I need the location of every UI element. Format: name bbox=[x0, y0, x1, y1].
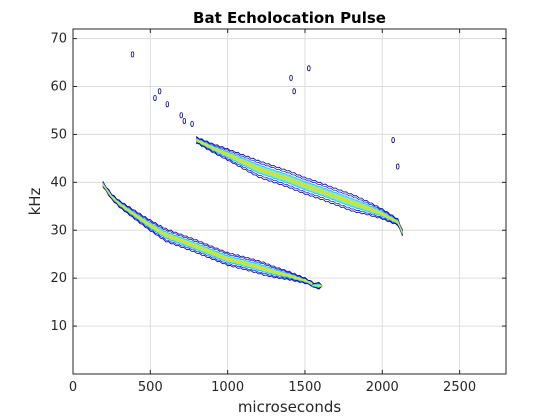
isolated-contour bbox=[179, 112, 183, 119]
y-tick-label: 20 bbox=[50, 271, 67, 286]
x-tick-label: 1500 bbox=[288, 380, 321, 395]
isolated-contour bbox=[153, 95, 157, 102]
isolated-contour bbox=[292, 88, 296, 95]
x-tick-label: 500 bbox=[138, 380, 163, 395]
plot-frame bbox=[72, 28, 507, 375]
grid bbox=[73, 29, 506, 374]
isolated-contour bbox=[307, 65, 311, 72]
y-tick-label: 70 bbox=[50, 32, 67, 47]
x-tick-label: 1000 bbox=[211, 380, 244, 395]
contour-level-5-tail bbox=[312, 284, 323, 287]
contour-plot bbox=[102, 51, 403, 290]
contour-level-1-harmonic bbox=[196, 135, 403, 236]
y-axis-title: kHz bbox=[26, 187, 44, 215]
y-tick-label: 40 bbox=[50, 175, 67, 190]
y-tick-label: 10 bbox=[50, 319, 67, 334]
y-axis-ticks: 10 20 30 40 50 60 70 bbox=[50, 32, 506, 334]
isolated-contour bbox=[130, 51, 135, 58]
isolated-contour bbox=[391, 137, 395, 144]
isolated-contour bbox=[396, 163, 400, 170]
isolated-contour bbox=[165, 101, 170, 108]
x-axis-title: microseconds bbox=[238, 398, 342, 416]
chart-title: Bat Echolocation Pulse bbox=[193, 9, 386, 27]
x-tick-label: 0 bbox=[69, 380, 77, 395]
contour-level-5-harmonic bbox=[196, 139, 403, 234]
contour-level-2-harmonic bbox=[196, 136, 403, 236]
x-tick-label: 2500 bbox=[443, 380, 476, 395]
y-tick-label: 30 bbox=[50, 223, 67, 238]
plot-area bbox=[73, 29, 506, 374]
contour-band-harmonic bbox=[196, 135, 403, 236]
y-tick-label: 60 bbox=[50, 80, 67, 95]
isolated-contour bbox=[289, 74, 293, 81]
y-tick-label: 50 bbox=[50, 127, 67, 142]
contour-band-tail bbox=[312, 281, 323, 290]
x-tick-label: 2000 bbox=[366, 380, 399, 395]
x-axis-ticks: 0 500 1000 1500 2000 2500 bbox=[69, 29, 476, 395]
isolated-contour bbox=[190, 120, 194, 127]
isolated-contour bbox=[182, 118, 187, 125]
isolated-contour bbox=[157, 88, 162, 95]
